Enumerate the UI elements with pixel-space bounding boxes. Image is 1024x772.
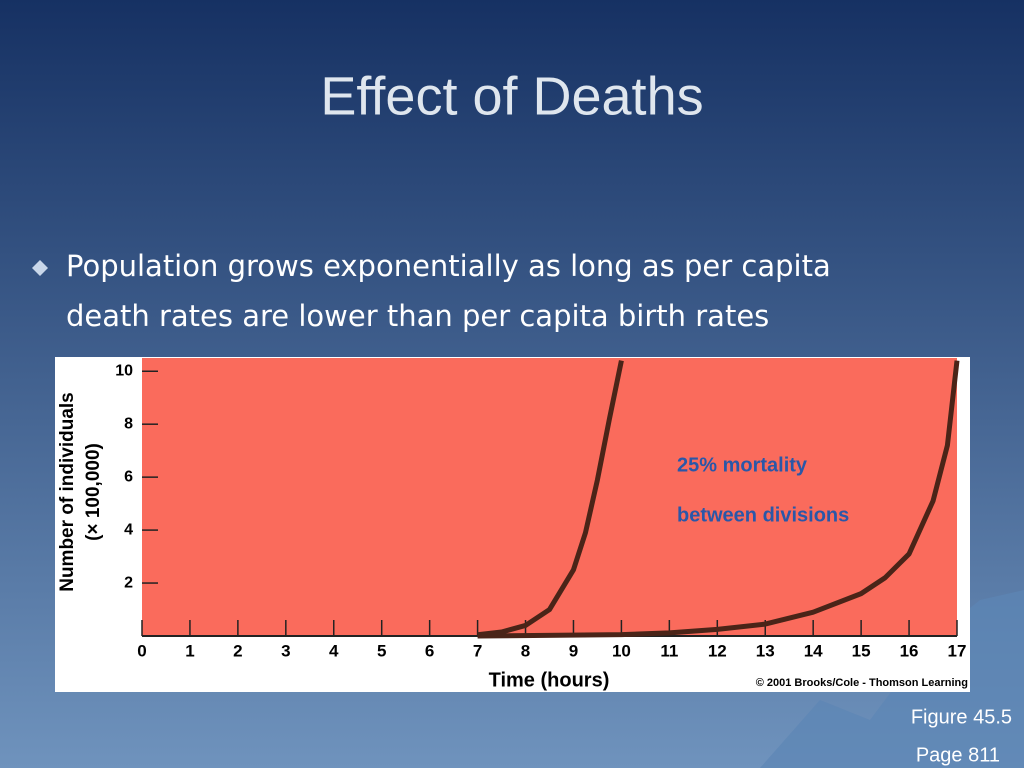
x-tick-label: 8 bbox=[521, 641, 530, 660]
x-tick-label: 13 bbox=[756, 641, 775, 660]
x-tick-label: 11 bbox=[660, 641, 678, 660]
x-axis-label: Time (hours) bbox=[489, 669, 610, 691]
y-tick-label: 6 bbox=[124, 468, 133, 485]
x-tick-label: 16 bbox=[900, 641, 919, 660]
credit: © 2001 Brooks/Cole - Thomson Learning bbox=[756, 677, 968, 689]
y-tick-label: 10 bbox=[115, 362, 133, 379]
caption: Page 811 bbox=[916, 744, 1000, 766]
x-tick-label: 0 bbox=[137, 641, 146, 660]
x-tick-label: 17 bbox=[948, 641, 967, 660]
x-tick-label: 3 bbox=[281, 641, 290, 660]
x-tick-label: 1 bbox=[185, 641, 194, 660]
curve bbox=[477, 360, 624, 638]
x-tick-label: 2 bbox=[233, 641, 242, 660]
annotation: 25% mortality bbox=[677, 454, 808, 476]
bullet-icon bbox=[32, 260, 48, 276]
plot-area bbox=[142, 358, 957, 636]
x-tick-label: 14 bbox=[804, 641, 823, 660]
slide-title: Effect of Deaths bbox=[320, 66, 703, 126]
x-tick-label: 5 bbox=[377, 641, 386, 660]
x-tick-label: 4 bbox=[329, 641, 339, 660]
bullet-text: death rates are lower than per capita bi… bbox=[66, 299, 769, 333]
y-tick-label: 8 bbox=[124, 415, 133, 432]
x-tick-label: 6 bbox=[425, 641, 434, 660]
x-tick-label: 9 bbox=[569, 641, 578, 660]
x-tick-label: 15 bbox=[852, 641, 871, 660]
bullet-text: Population grows exponentially as long a… bbox=[66, 249, 831, 283]
y-tick-label: 4 bbox=[124, 521, 133, 538]
x-tick-label: 7 bbox=[473, 641, 482, 660]
y-axis-label: Number of individuals bbox=[57, 392, 78, 592]
y-tick-label: 2 bbox=[124, 574, 133, 591]
y-axis-label: (× 100,000) bbox=[83, 443, 104, 541]
annotation: between divisions bbox=[677, 504, 849, 526]
caption: Figure 45.5 bbox=[911, 706, 1012, 728]
curve bbox=[477, 360, 960, 639]
x-tick-label: 10 bbox=[612, 641, 631, 660]
x-tick-label: 12 bbox=[708, 641, 727, 660]
